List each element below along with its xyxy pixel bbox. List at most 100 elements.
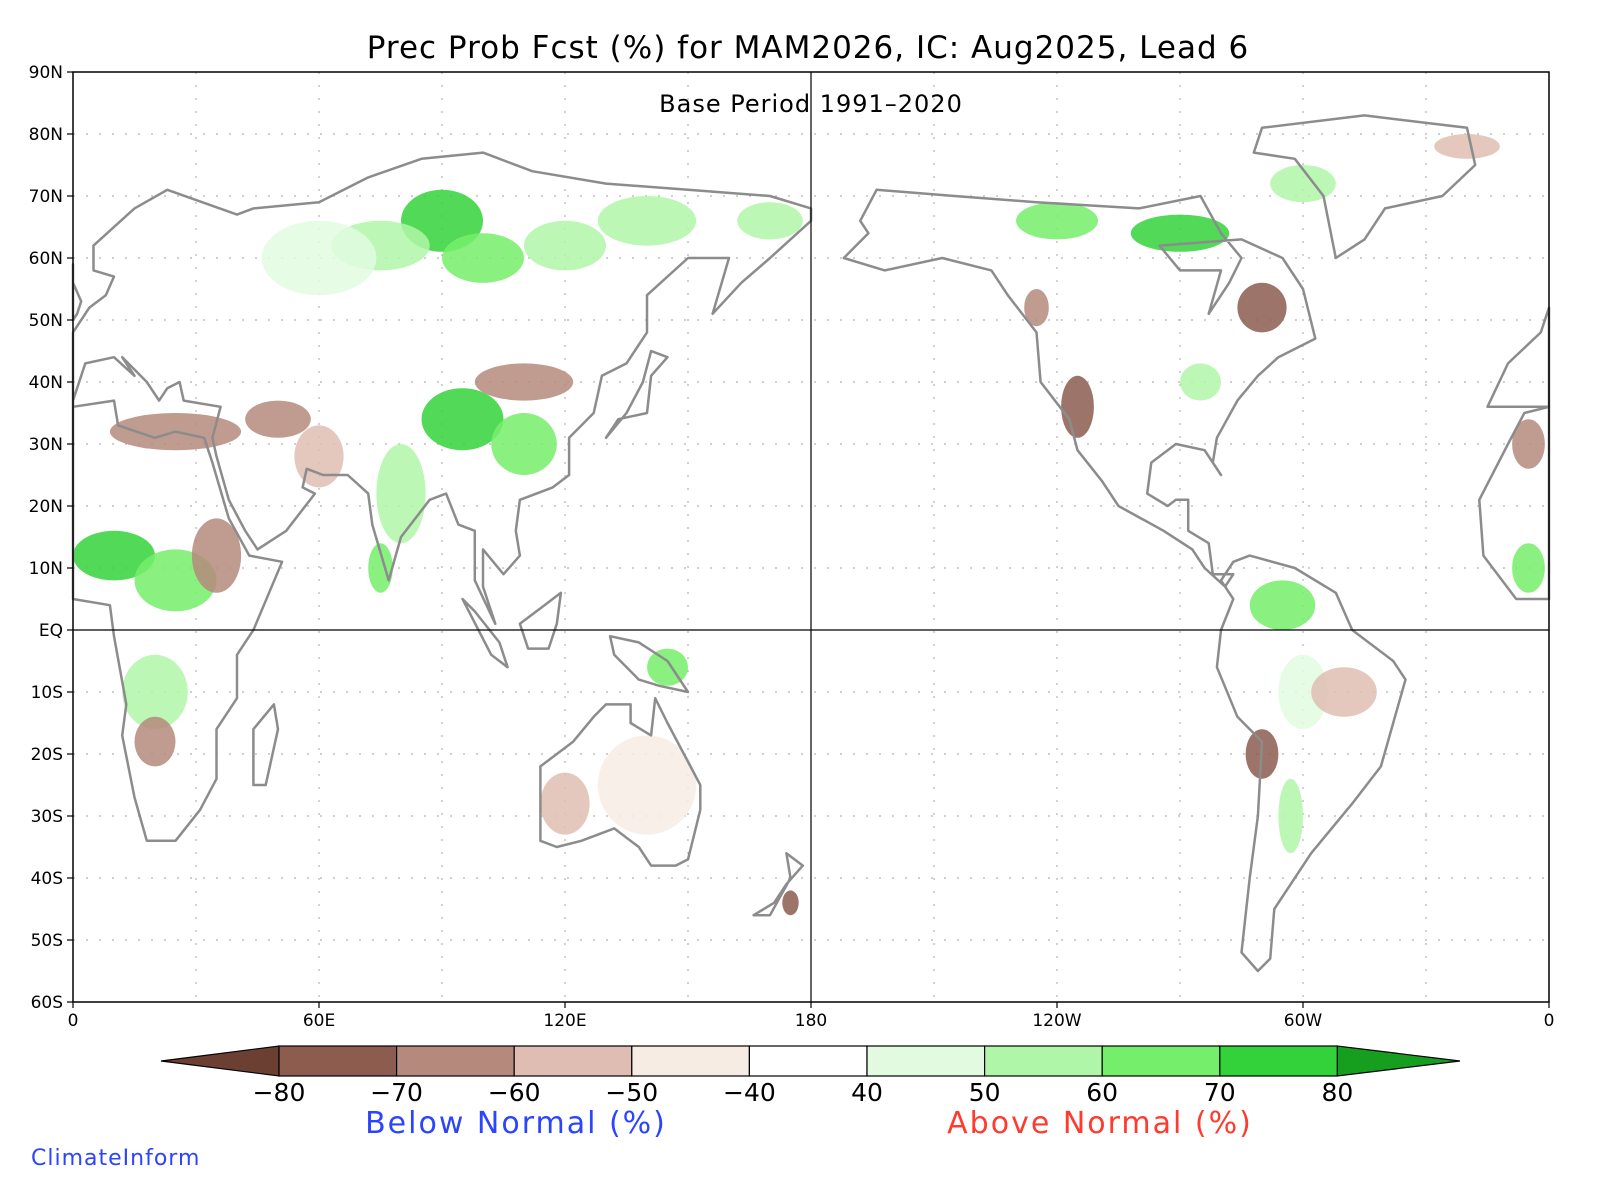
probability-patch	[597, 735, 697, 835]
probability-patch	[1061, 375, 1094, 438]
below-normal-label: Below Normal (%)	[365, 1106, 667, 1141]
probability-patch	[782, 890, 799, 916]
probability-patch	[1512, 419, 1545, 469]
probability-patch	[376, 444, 426, 544]
probability-patch	[524, 220, 606, 271]
colorbar-bin	[1219, 1045, 1339, 1077]
colorbar-tick-label: 70	[1204, 1078, 1236, 1107]
colorbar-upper-arrow	[1336, 1045, 1461, 1077]
probability-patch	[1016, 202, 1098, 240]
probability-patch	[442, 233, 524, 283]
lon-label: 60W	[1284, 1011, 1323, 1031]
probability-patch	[191, 518, 242, 593]
lat-label: 40S	[31, 869, 63, 889]
coastline-nz	[752, 851, 805, 917]
lat-label: EQ	[39, 621, 63, 641]
probability-patch	[540, 772, 590, 835]
probability-patch	[647, 648, 688, 686]
latitude-axis: 90N 80N 70N 60N 50N 40N 30N 20N 10N EQ 10S 20S 30S 40…	[29, 63, 73, 1013]
colorbar-tick-label: −80	[253, 1078, 306, 1107]
lat-label: 80N	[29, 125, 63, 145]
probability-patch	[1311, 667, 1377, 717]
probability-patch	[421, 388, 504, 451]
coastline-south-america	[1215, 554, 1407, 973]
longitude-axis: 0 60E 120E 180 120W 60W 0	[68, 1002, 1555, 1031]
colorbar-bin	[748, 1045, 868, 1077]
colorbar-tick-label: −50	[605, 1078, 658, 1107]
probability-shading	[73, 134, 1545, 916]
lat-label: 20N	[29, 497, 63, 517]
probability-patch	[1270, 165, 1336, 203]
colorbar-tick-label: −60	[488, 1078, 541, 1107]
probability-patch	[1512, 543, 1545, 593]
lat-label: 50S	[31, 931, 63, 951]
brand-label: ClimateInform	[31, 1146, 200, 1171]
lon-label: 180	[795, 1011, 827, 1031]
lat-label: 30N	[29, 435, 63, 455]
colorbar-tick-label: 80	[1321, 1078, 1353, 1107]
coastline-sumatra	[461, 597, 509, 669]
map-title: Prec Prob Fcst (%) for MAM2026, IC: Aug2…	[367, 30, 1249, 66]
colorbar-bin	[866, 1045, 986, 1077]
lat-label: 30S	[31, 807, 63, 827]
probability-patch	[491, 413, 557, 475]
coastlines	[71, 114, 1551, 973]
lon-label: 60E	[303, 1011, 335, 1031]
colorbar-tick-label: 40	[851, 1078, 883, 1107]
colorbar-tick-label: 50	[969, 1078, 1001, 1107]
coastline-africa	[71, 399, 284, 843]
lon-label: 120E	[543, 1011, 586, 1031]
colorbar-bin	[1101, 1045, 1221, 1077]
colorbar-bin	[513, 1045, 633, 1077]
probability-patch	[1434, 134, 1500, 159]
lon-label: 0	[68, 1011, 79, 1031]
probability-patch	[122, 654, 188, 730]
probability-patch	[1278, 654, 1328, 730]
probability-patch	[1249, 580, 1316, 630]
coastline-australia	[539, 696, 702, 867]
colorbar-bin	[278, 1045, 398, 1077]
base-period-label: Base Period 1991–2020	[659, 90, 963, 118]
coastline-eurasia	[71, 151, 813, 626]
coastline-madagascar	[252, 703, 280, 787]
colorbar-bin	[631, 1045, 750, 1077]
probability-patch	[1024, 289, 1049, 327]
lat-label: 50N	[29, 311, 63, 331]
lon-label: 120W	[1032, 1011, 1081, 1031]
probability-patch	[1180, 363, 1221, 401]
lat-label: 90N	[29, 63, 63, 83]
probability-patch	[1237, 282, 1287, 333]
coastline-greenland	[1252, 114, 1477, 260]
probability-patch	[245, 400, 311, 438]
probability-patch	[261, 220, 377, 296]
probability-patch	[737, 202, 803, 240]
probability-patch	[73, 530, 155, 581]
probability-patch	[474, 363, 574, 401]
lat-label: 10S	[31, 683, 63, 703]
probability-patch	[134, 716, 176, 767]
coastline-europe-east	[1486, 306, 1551, 409]
coastline-borneo	[518, 591, 563, 650]
probability-patch	[597, 196, 697, 246]
coastline-north-america	[842, 188, 1317, 588]
colorbar-bin	[983, 1045, 1103, 1077]
colorbar	[160, 1045, 1461, 1077]
colorbar-tick-label: −70	[370, 1078, 423, 1107]
lat-label: 20S	[31, 745, 63, 765]
lat-label: 10N	[29, 559, 63, 579]
colorbar-tick-label: 60	[1086, 1078, 1118, 1107]
coastline-japan	[604, 349, 669, 440]
probability-patch	[368, 543, 393, 593]
above-normal-label: Above Normal (%)	[947, 1106, 1253, 1141]
colorbar-bin	[396, 1045, 515, 1077]
lat-label: 60S	[31, 993, 63, 1013]
probability-patch	[294, 425, 344, 488]
colorbar-lower-arrow	[160, 1045, 280, 1077]
probability-patch	[1278, 778, 1303, 854]
colorbar-ticks: −80 −70 −60 −50 −40 40 50 60 70 80	[253, 1078, 1354, 1107]
lat-label: 60N	[29, 249, 63, 269]
coastline-new-guinea	[608, 634, 690, 694]
colorbar-tick-label: −40	[723, 1078, 776, 1107]
lon-label: 0	[1544, 1011, 1555, 1031]
